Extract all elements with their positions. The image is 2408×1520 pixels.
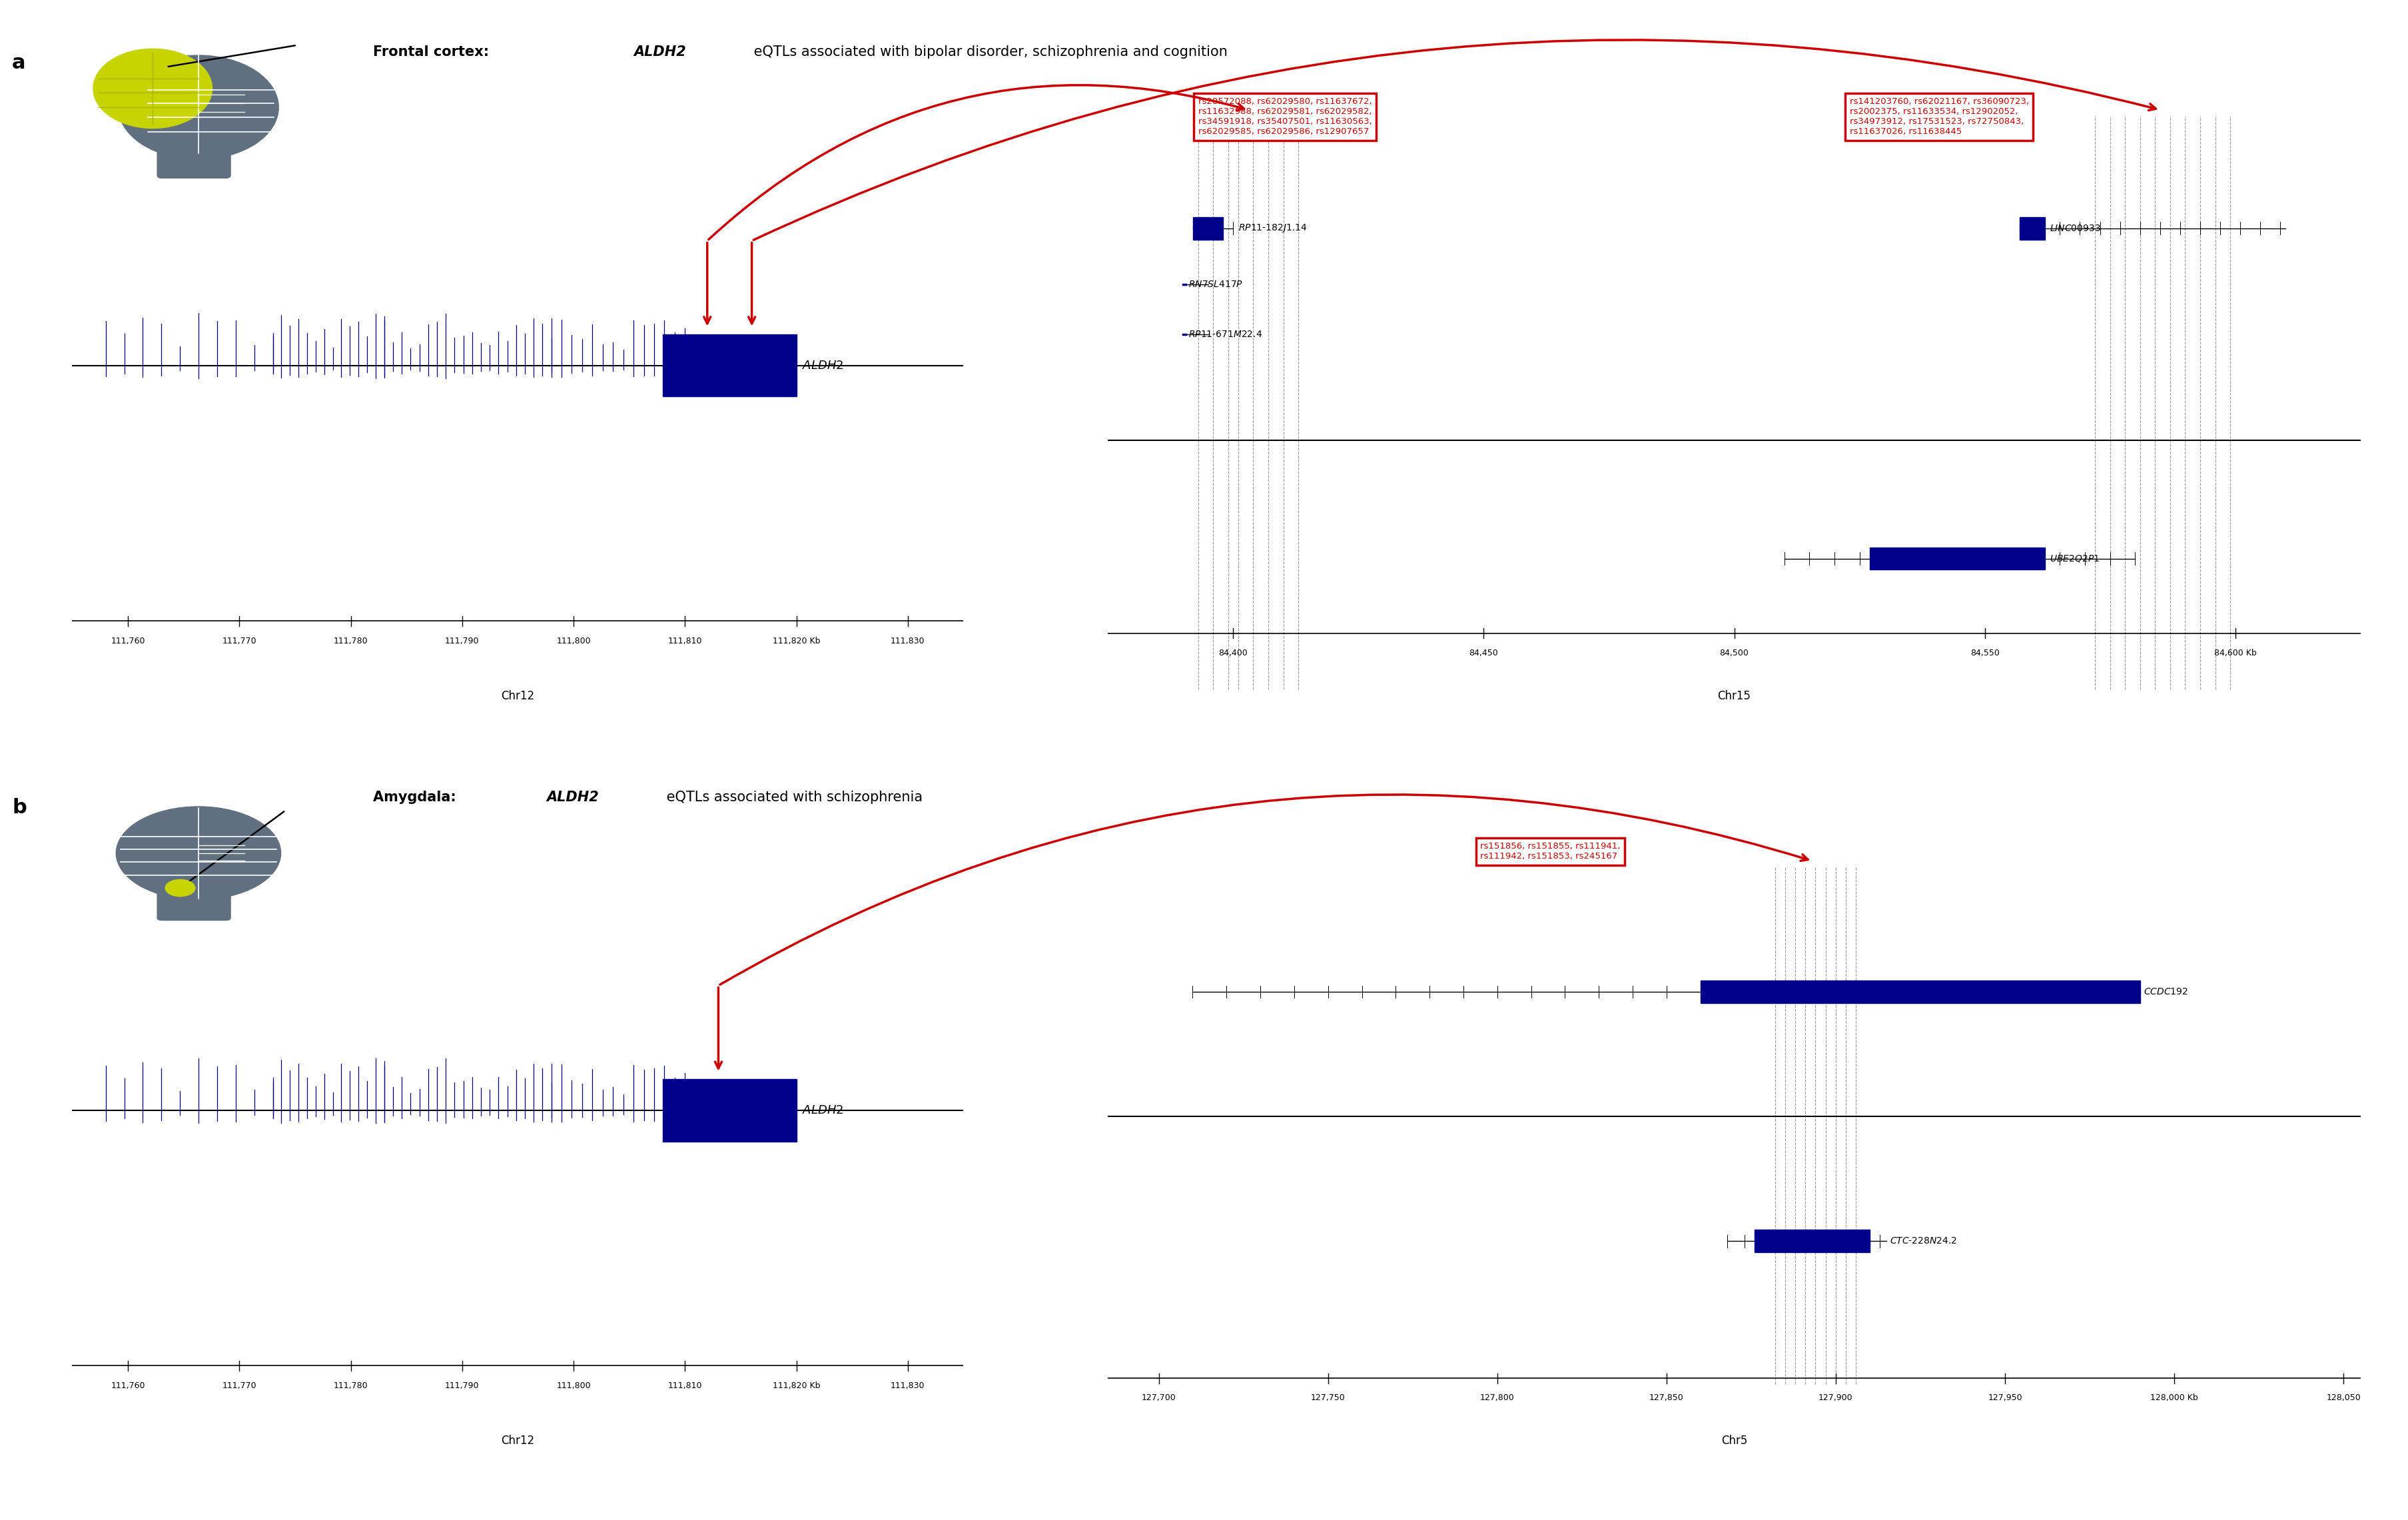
Text: 111,800: 111,800 xyxy=(556,637,590,644)
Text: $\it{CCDC192}$: $\it{CCDC192}$ xyxy=(2143,986,2186,997)
Text: 111,810: 111,810 xyxy=(667,637,701,644)
Ellipse shape xyxy=(94,49,212,128)
Bar xyxy=(662,334,797,397)
Text: rs141203760, rs62021167, rs36090723,
rs2002375, rs11633534, rs12902052,
rs349739: rs141203760, rs62021167, rs36090723, rs2… xyxy=(1849,97,2028,137)
Text: 111,810: 111,810 xyxy=(667,1382,701,1389)
Text: 111,790: 111,790 xyxy=(445,1382,479,1389)
Text: 111,820 Kb: 111,820 Kb xyxy=(773,637,821,644)
Text: ALDH2: ALDH2 xyxy=(547,790,600,804)
FancyBboxPatch shape xyxy=(157,874,231,920)
Text: 111,760: 111,760 xyxy=(111,1382,144,1389)
Text: b: b xyxy=(12,798,26,818)
Text: 111,760: 111,760 xyxy=(111,637,144,644)
Text: 111,830: 111,830 xyxy=(891,637,925,644)
Text: 111,780: 111,780 xyxy=(332,1382,368,1389)
Text: Frontal cortex:: Frontal cortex: xyxy=(373,46,494,59)
Text: Chr12: Chr12 xyxy=(501,690,535,702)
FancyArrowPatch shape xyxy=(708,85,1243,240)
Text: 127,700: 127,700 xyxy=(1141,1394,1175,1403)
Text: 128,050: 128,050 xyxy=(2326,1394,2360,1403)
Bar xyxy=(1192,217,1223,240)
FancyBboxPatch shape xyxy=(157,129,231,178)
Text: 111,780: 111,780 xyxy=(332,637,368,644)
Text: $\it{UBE2Q2P1}$: $\it{UBE2Q2P1}$ xyxy=(2049,553,2100,564)
Text: 111,770: 111,770 xyxy=(222,1382,258,1389)
Text: $\it{RP11}$-$\it{182J1.14}$: $\it{RP11}$-$\it{182J1.14}$ xyxy=(1238,222,1308,234)
Text: 111,800: 111,800 xyxy=(556,1382,590,1389)
Text: a: a xyxy=(12,53,26,73)
Text: 84,500: 84,500 xyxy=(1719,649,1748,658)
Text: 111,830: 111,830 xyxy=(891,1382,925,1389)
Text: Chr5: Chr5 xyxy=(1722,1435,1746,1447)
FancyArrowPatch shape xyxy=(754,40,2155,240)
Text: 111,790: 111,790 xyxy=(445,637,479,644)
Text: $\it{LINC00933}$: $\it{LINC00933}$ xyxy=(2049,223,2100,233)
Text: 84,550: 84,550 xyxy=(1970,649,1999,658)
Text: 84,450: 84,450 xyxy=(1469,649,1498,658)
Text: 111,820 Kb: 111,820 Kb xyxy=(773,1382,821,1389)
Text: 127,900: 127,900 xyxy=(1818,1394,1852,1403)
Text: Chr12: Chr12 xyxy=(501,1435,535,1447)
Ellipse shape xyxy=(118,55,279,160)
Circle shape xyxy=(166,880,195,897)
Text: 128,000 Kb: 128,000 Kb xyxy=(2150,1394,2199,1403)
Text: $\it{ALDH2}$: $\it{ALDH2}$ xyxy=(802,359,843,371)
Text: rs28572088, rs62029580, rs11637672,
rs11632988, rs62029581, rs62029582,
rs345919: rs28572088, rs62029580, rs11637672, rs11… xyxy=(1197,97,1373,137)
Text: Amygdala:: Amygdala: xyxy=(373,790,462,804)
Bar xyxy=(2020,217,2044,240)
Ellipse shape xyxy=(116,807,282,900)
Text: $\it{CTC}$-$\it{228N24.2}$: $\it{CTC}$-$\it{228N24.2}$ xyxy=(1890,1236,1955,1246)
Text: 111,770: 111,770 xyxy=(222,637,258,644)
Text: 84,600 Kb: 84,600 Kb xyxy=(2213,649,2256,658)
Text: 127,800: 127,800 xyxy=(1479,1394,1515,1403)
FancyArrowPatch shape xyxy=(720,795,1808,985)
Bar xyxy=(1700,980,2141,1003)
Bar xyxy=(662,1079,797,1142)
Bar xyxy=(1869,547,2044,570)
Text: 127,950: 127,950 xyxy=(1987,1394,2023,1403)
Text: eQTLs associated with bipolar disorder, schizophrenia and cognition: eQTLs associated with bipolar disorder, … xyxy=(749,46,1228,59)
Text: $\it{RN7SL417P}$: $\it{RN7SL417P}$ xyxy=(1187,280,1243,289)
Text: eQTLs associated with schizophrenia: eQTLs associated with schizophrenia xyxy=(662,790,922,804)
Text: 127,750: 127,750 xyxy=(1310,1394,1346,1403)
Text: Chr15: Chr15 xyxy=(1717,690,1751,702)
Text: $\it{ALDH2}$: $\it{ALDH2}$ xyxy=(802,1104,843,1116)
Text: rs151856, rs151855, rs111941,
rs111942, rs151853, rs245167: rs151856, rs151855, rs111941, rs111942, … xyxy=(1481,842,1621,860)
Text: $\it{RP11}$-$\it{671M22.4}$: $\it{RP11}$-$\it{671M22.4}$ xyxy=(1187,330,1262,339)
Text: 127,850: 127,850 xyxy=(1649,1394,1683,1403)
Text: 84,400: 84,400 xyxy=(1218,649,1247,658)
Bar xyxy=(1753,1230,1869,1252)
Text: ALDH2: ALDH2 xyxy=(633,46,686,59)
